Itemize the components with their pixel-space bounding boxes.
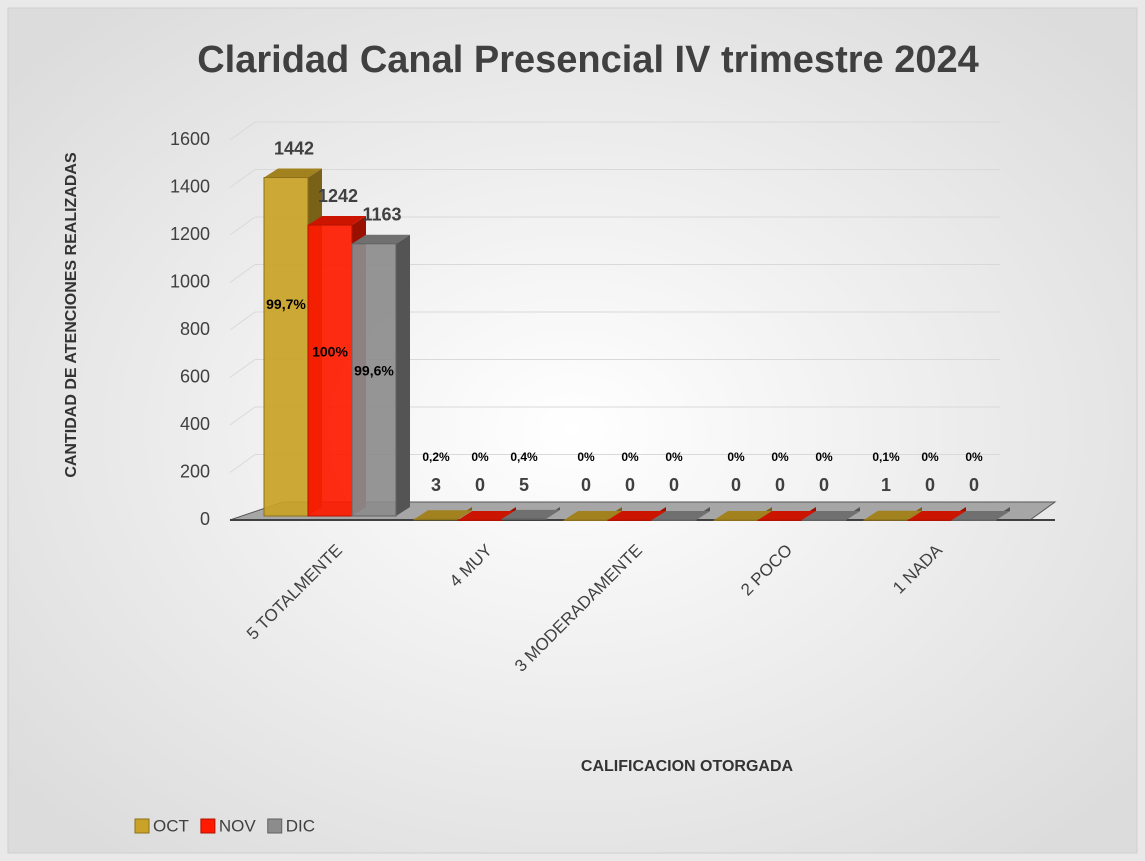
percent-label: 0%: [577, 450, 595, 464]
grid-line: [229, 406, 256, 426]
grid-line: [229, 169, 256, 188]
bar-top: [864, 510, 922, 520]
bar: [413, 518, 459, 521]
bar-3d: [801, 507, 860, 521]
bar: [563, 519, 609, 521]
percent-label: 0%: [621, 450, 639, 464]
percent-label: 0,2%: [422, 450, 450, 464]
data-label: 0: [731, 475, 741, 495]
bar-top: [264, 168, 322, 178]
y-tick-label: 1200: [170, 224, 210, 244]
percent-label: 0,4%: [510, 450, 538, 464]
bar: [801, 519, 847, 521]
grid-line: [229, 311, 256, 331]
bar-top: [414, 510, 472, 520]
data-label: 0: [669, 475, 679, 495]
chart-panel: [7, 7, 1138, 854]
data-label: 0: [475, 475, 485, 495]
grid-line: [229, 216, 256, 236]
data-label: 5: [519, 475, 529, 495]
data-label: 1442: [274, 138, 314, 158]
legend-swatch: [267, 818, 283, 834]
legend-label: NOV: [219, 816, 257, 835]
x-axis-title: CALIFICACION OTORGADA: [581, 758, 794, 775]
bar-top: [652, 511, 710, 520]
bar-top: [352, 234, 410, 244]
bar-top: [608, 511, 666, 520]
grid-line: [229, 454, 256, 473]
bar-3d: [951, 507, 1010, 521]
percent-label: 0,1%: [872, 450, 900, 464]
y-tick-label: 1400: [170, 176, 210, 196]
data-label: 0: [581, 475, 591, 495]
y-tick-label: 0: [200, 509, 210, 529]
grid-line: [229, 264, 256, 283]
data-label: 3: [431, 475, 441, 495]
bar-3d: [757, 507, 816, 521]
bar: [651, 519, 697, 521]
legend-label: DIC: [286, 816, 315, 835]
legend-swatch: [200, 818, 216, 834]
bar: [351, 243, 397, 517]
data-label: 0: [625, 475, 635, 495]
percent-label: 0%: [727, 450, 745, 464]
data-label: 0: [819, 475, 829, 495]
bar: [607, 519, 653, 521]
percent-label: 0%: [965, 450, 983, 464]
percent-label: 100%: [312, 344, 348, 360]
data-label: 1: [881, 475, 891, 495]
y-tick-label: 200: [180, 461, 210, 481]
percent-label: 99,6%: [354, 362, 394, 378]
data-label: 0: [969, 475, 979, 495]
bar-top: [308, 216, 366, 226]
percent-label: 0%: [815, 450, 833, 464]
bar-top: [458, 511, 516, 520]
chart-title: Claridad Canal Presencial IV trimestre 2…: [197, 39, 979, 81]
bar-3d: [501, 507, 560, 520]
bar: [757, 519, 803, 521]
grid-line: [229, 121, 256, 141]
bar-side: [396, 234, 410, 516]
bar: [501, 518, 547, 520]
percent-label: 0%: [665, 450, 683, 464]
bar: [457, 519, 503, 521]
bar-top: [714, 511, 772, 520]
bar: [307, 224, 353, 517]
bar-top: [564, 511, 622, 520]
percent-label: 0%: [921, 450, 939, 464]
bar-top: [952, 511, 1010, 520]
bar: [713, 519, 759, 521]
bar: [907, 519, 953, 521]
y-tick-label: 1000: [170, 271, 210, 291]
percent-label: 0%: [771, 450, 789, 464]
bar-3d: [713, 507, 772, 521]
data-label: 1163: [362, 205, 401, 225]
legend-swatch: [134, 818, 150, 834]
y-tick-label: 1600: [170, 129, 210, 149]
bar-top: [908, 511, 966, 520]
y-tick-label: 600: [180, 366, 210, 386]
bar-top: [802, 511, 860, 520]
bar-top: [502, 509, 560, 519]
y-tick-label: 800: [180, 319, 210, 339]
bar: [951, 519, 997, 521]
data-label: 0: [925, 475, 935, 495]
y-axis-title: CANTIDAD DE ATENCIONES REALIZADAS: [63, 152, 80, 478]
percent-label: 0%: [471, 450, 489, 464]
data-label: 1242: [318, 186, 358, 206]
grid-line: [229, 359, 256, 378]
legend-label: OCT: [153, 816, 189, 835]
bar-3d: [651, 507, 710, 521]
bar-3d: [351, 234, 410, 517]
y-tick-label: 400: [180, 414, 210, 434]
bar: [863, 519, 909, 521]
bar: [263, 177, 309, 517]
data-label: 0: [775, 475, 785, 495]
percent-label: 99,7%: [266, 296, 306, 312]
bar-top: [758, 511, 816, 520]
